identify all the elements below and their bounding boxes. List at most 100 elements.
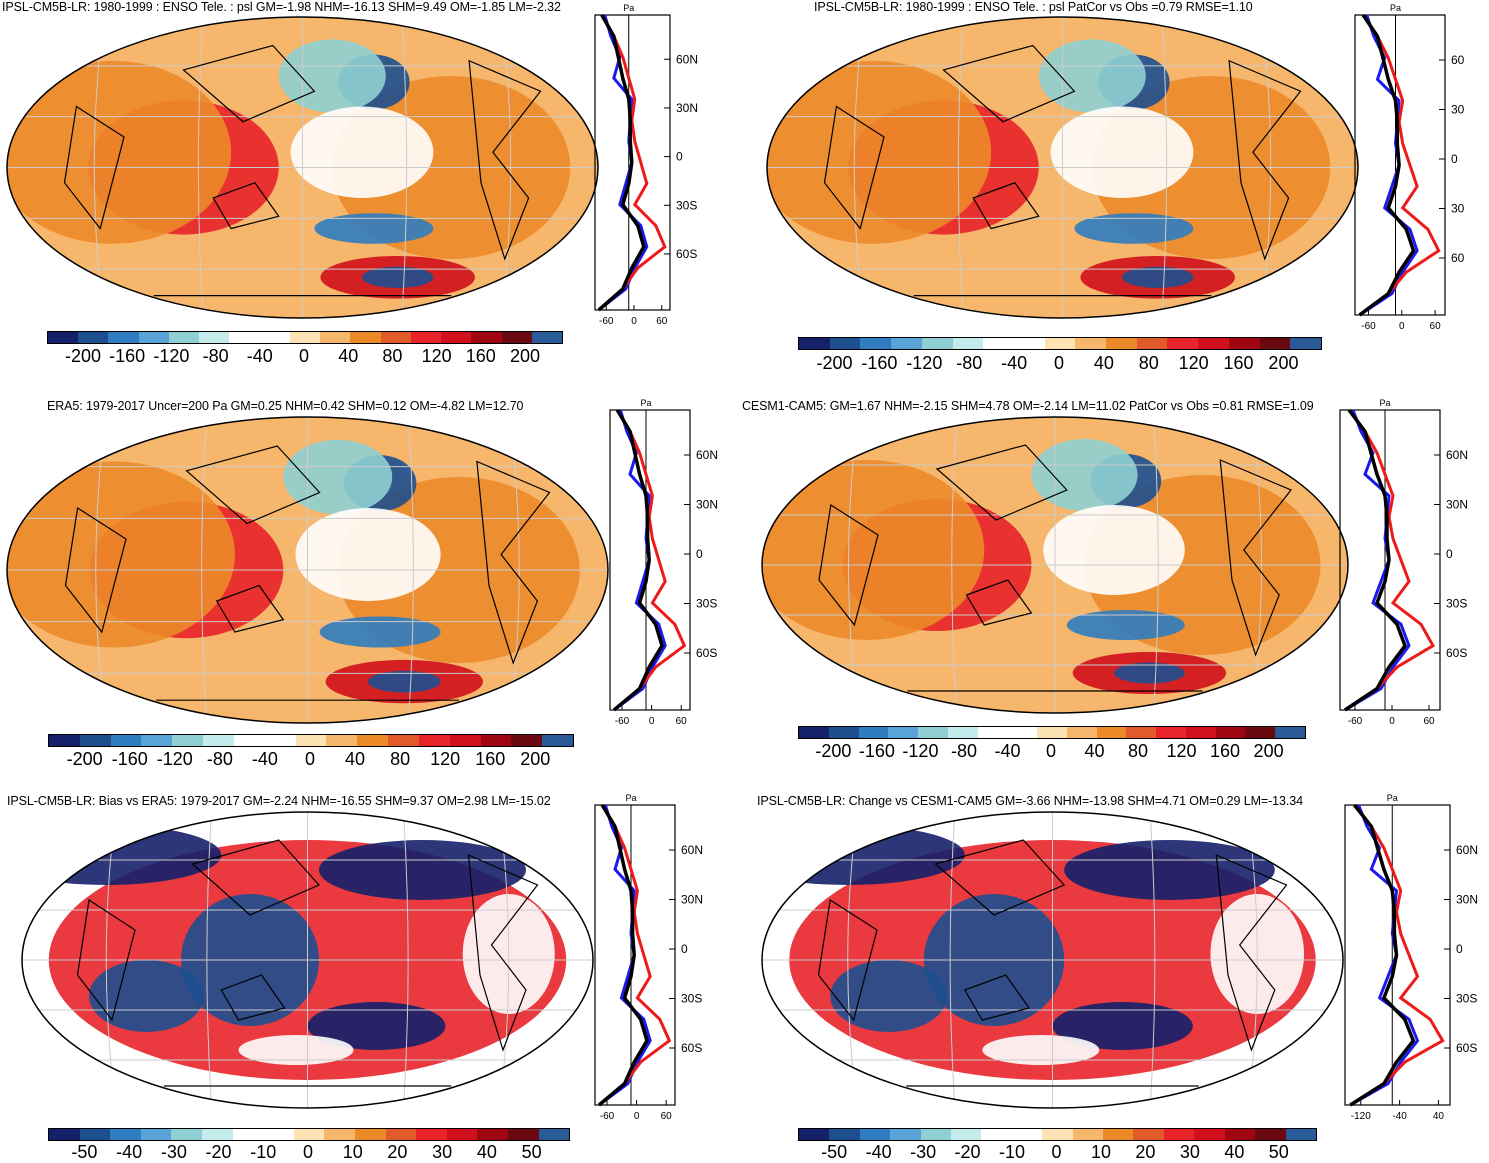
colorbar: [798, 1128, 1317, 1141]
lat-label: 60S: [676, 247, 697, 261]
profile-unit: Pa: [640, 398, 651, 408]
lat-label: 60N: [1456, 843, 1478, 857]
colorbar: [48, 734, 574, 747]
colorbar: [798, 726, 1306, 739]
colorbar-tick-label: 10: [1090, 1142, 1111, 1162]
lat-label: 30: [1451, 202, 1465, 216]
x-tick-label: 0: [1389, 716, 1395, 727]
colorbar-tick-label: -50: [821, 1142, 848, 1162]
map: [6, 16, 599, 319]
colorbar-tick-label: -120: [153, 346, 190, 366]
colorbar-tick-label: 80: [1138, 353, 1159, 373]
colorbar-tick-label: -50: [71, 1142, 98, 1162]
colorbar-tick-label: 200: [520, 749, 551, 769]
lat-label: 30S: [681, 992, 702, 1006]
colorbar-tick-label: 200: [1268, 353, 1299, 373]
x-tick-label: -60: [600, 1111, 615, 1122]
colorbar-tick-label: 30: [432, 1142, 453, 1162]
lat-label: 30N: [681, 893, 703, 907]
colorbar-tick-label: 160: [475, 749, 506, 769]
lat-label: 0: [1456, 942, 1463, 956]
colorbar-tick-label: 20: [1135, 1142, 1156, 1162]
profile-line: [1358, 14, 1416, 317]
map: [766, 16, 1359, 319]
profile-line: [597, 14, 646, 312]
colorbar-tick-label: -160: [111, 749, 148, 769]
lat-label: 60: [1451, 251, 1465, 265]
colorbar-tick-label: 120: [430, 749, 461, 769]
x-tick-label: 0: [631, 316, 637, 327]
zonal-profile: Pa 60N 30N 0 30S 60S -120 -40 40: [1344, 793, 1478, 1122]
colorbar-tick-label: 20: [387, 1142, 408, 1162]
colorbar-tick-label: 40: [345, 749, 366, 769]
colorbar-tick-label: 160: [1210, 741, 1241, 761]
x-tick-label: -60: [599, 316, 614, 327]
lat-label: 30S: [696, 597, 717, 611]
panel-title: IPSL-CM5B-LR: Bias vs ERA5: 1979-2017 GM…: [7, 794, 551, 808]
colorbar-tick-label: -160: [861, 353, 898, 373]
panel-title: IPSL-CM5B-LR: Change vs CESM1-CAM5 GM=-3…: [757, 794, 1303, 808]
panel-change: IPSL-CM5B-LR: Change vs CESM1-CAM5 GM=-3…: [745, 790, 1489, 1162]
colorbar: [48, 1128, 570, 1141]
colorbar-tick-label: -120: [902, 741, 939, 761]
colorbar-tick-label: 160: [1223, 353, 1254, 373]
colorbar-tick-label: 160: [465, 346, 496, 366]
lat-label: 0: [681, 942, 688, 956]
map: [761, 416, 1349, 714]
profile-line: [1358, 14, 1441, 317]
x-tick-label: 40: [1433, 1111, 1445, 1122]
x-tick-label: 60: [676, 716, 688, 727]
x-tick-label: 60: [1423, 716, 1435, 727]
panel-cesm: CESM1-CAM5: GM=1.67 NHM=-2.15 SHM=4.78 O…: [742, 395, 1489, 780]
lat-label: 60S: [1446, 646, 1467, 660]
x-tick-label: 0: [634, 1111, 640, 1122]
lat-label: 30N: [696, 498, 718, 512]
lat-label: 30N: [1446, 498, 1468, 512]
colorbar-tick-label: -160: [858, 741, 895, 761]
map: [761, 811, 1344, 1109]
lat-label: 30S: [1456, 992, 1477, 1006]
colorbar-tick-label: -80: [956, 353, 983, 373]
colorbar-tick-label: 40: [1093, 353, 1114, 373]
profile-line: [1344, 408, 1407, 712]
colorbar-tick-label: 80: [1128, 741, 1149, 761]
panel-title: IPSL-CM5B-LR: 1980-1999 : ENSO Tele. : p…: [2, 0, 561, 14]
colorbar-tick-label: -120: [156, 749, 193, 769]
colorbar-tick-label: -10: [250, 1142, 277, 1162]
profile-line: [597, 14, 667, 312]
panel-era5: ERA5: 1979-2017 Uncer=200 Pa GM=0.25 NHM…: [0, 395, 740, 780]
lat-label: 60: [1451, 53, 1465, 67]
panel-title: CESM1-CAM5: GM=1.67 NHM=-2.15 SHM=4.78 O…: [742, 399, 1314, 413]
colorbar-tick-label: -30: [910, 1142, 937, 1162]
lat-label: 0: [696, 547, 703, 561]
zonal-profile: Pa 60 30 0 30 60 -60 0 60: [1354, 3, 1465, 332]
colorbar-tick-label: 40: [476, 1142, 497, 1162]
x-tick-label: 60: [656, 316, 668, 327]
lat-label: 0: [676, 150, 683, 164]
colorbar-tick-label: 80: [382, 346, 403, 366]
lat-label: 30: [1451, 103, 1465, 117]
zonal-profile: Pa 60N 30N 0 30S 60S -60 0 60: [594, 793, 703, 1122]
panel-model-patcor: IPSL-CM5B-LR: 1980-1999 : ENSO Tele. : p…: [745, 0, 1489, 380]
zonal-profile: Pa 60N 30N 0 30S 60S -60 0 60: [1339, 398, 1468, 727]
colorbar-tick-label: -40: [251, 749, 278, 769]
profile-unit: Pa: [1387, 793, 1398, 803]
lat-label: 60N: [696, 448, 718, 462]
panel-model-enso: IPSL-CM5B-LR: 1980-1999 : ENSO Tele. : p…: [0, 0, 740, 380]
x-tick-label: 60: [1430, 321, 1442, 332]
map: [21, 811, 594, 1109]
x-tick-label: -60: [1348, 716, 1363, 727]
zonal-profile: Pa 60N 30N 0 30S 60S -60 0 60: [609, 398, 718, 727]
colorbar-tick-label: -200: [66, 749, 103, 769]
colorbar-tick-label: -80: [206, 749, 233, 769]
colorbar-tick-label: 30: [1179, 1142, 1200, 1162]
profile-unit: Pa: [1379, 398, 1390, 408]
colorbar-tick-label: 50: [1268, 1142, 1289, 1162]
panel-title: ERA5: 1979-2017 Uncer=200 Pa GM=0.25 NHM…: [47, 399, 524, 413]
colorbar-tick-label: -200: [815, 741, 852, 761]
colorbar: [47, 331, 563, 344]
lat-label: 60S: [1456, 1041, 1477, 1055]
profile-line: [598, 804, 672, 1107]
colorbar-tick-label: 50: [521, 1142, 542, 1162]
colorbar-tick-label: 40: [338, 346, 359, 366]
